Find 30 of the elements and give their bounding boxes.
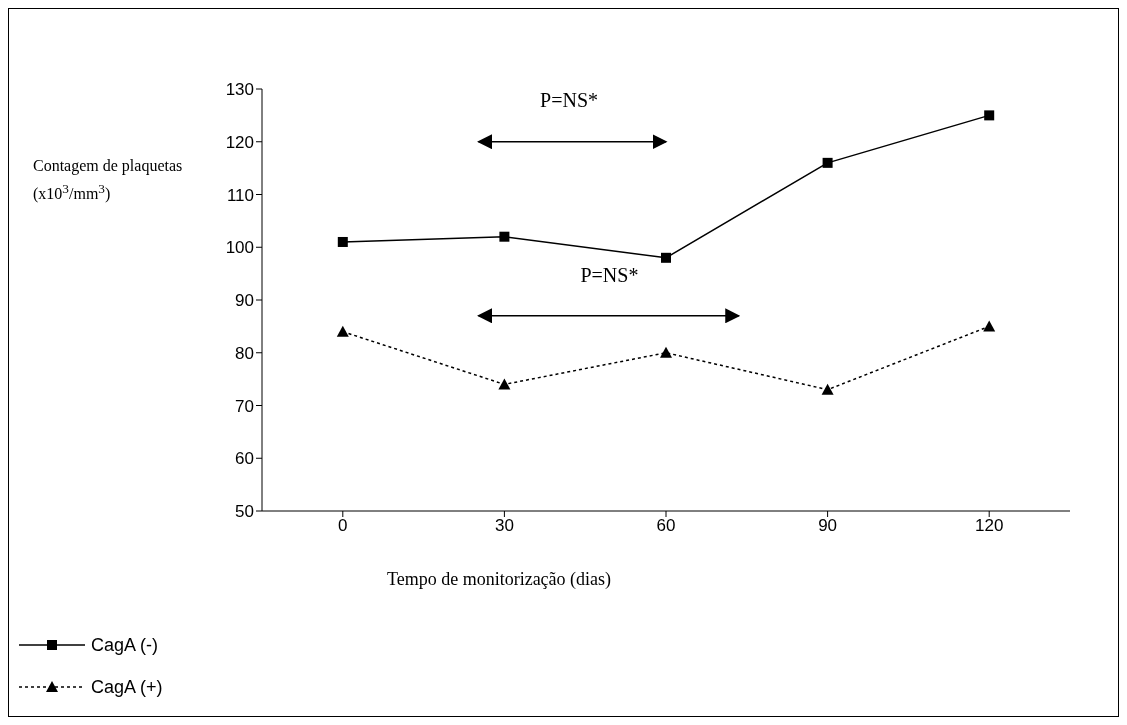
point (821, 383, 834, 395)
legend-label: CagA (+) (91, 676, 163, 698)
x-axis-title: Tempo de monitorização (dias) (385, 569, 613, 590)
x-tick-label: 90 (818, 516, 838, 536)
y-tick-label: 130 (225, 80, 254, 100)
point (336, 325, 349, 337)
point (660, 346, 672, 358)
annotation: P=NS* (540, 89, 599, 112)
y-tick-label: 90 (235, 291, 254, 311)
y-tick-label: 110 (226, 185, 254, 205)
annotation: P=NS* (580, 263, 639, 286)
point (983, 320, 996, 332)
x-tick-label: 120 (975, 516, 1004, 536)
point (337, 236, 348, 247)
y-tick-label: 70 (235, 396, 254, 416)
y-tick-label: 100 (225, 238, 254, 258)
y-tick-label: 80 (235, 343, 254, 363)
y-tick-label: 60 (235, 449, 254, 469)
y-tick-label: 50 (235, 502, 254, 522)
x-tick-label: 60 (656, 516, 676, 536)
y-axis-title: Contagem de plaquetas (x10$^{3}$/mm$^{3}$) (33, 157, 183, 203)
point (984, 110, 995, 121)
legend-label: CagA (-) (91, 634, 159, 656)
point (822, 157, 833, 168)
y-tick-label: 120 (225, 132, 254, 152)
point (498, 378, 511, 390)
point (661, 252, 671, 263)
point (499, 231, 510, 242)
x-tick-label: 0 (338, 516, 348, 536)
x-tick-label: 30 (494, 516, 514, 536)
